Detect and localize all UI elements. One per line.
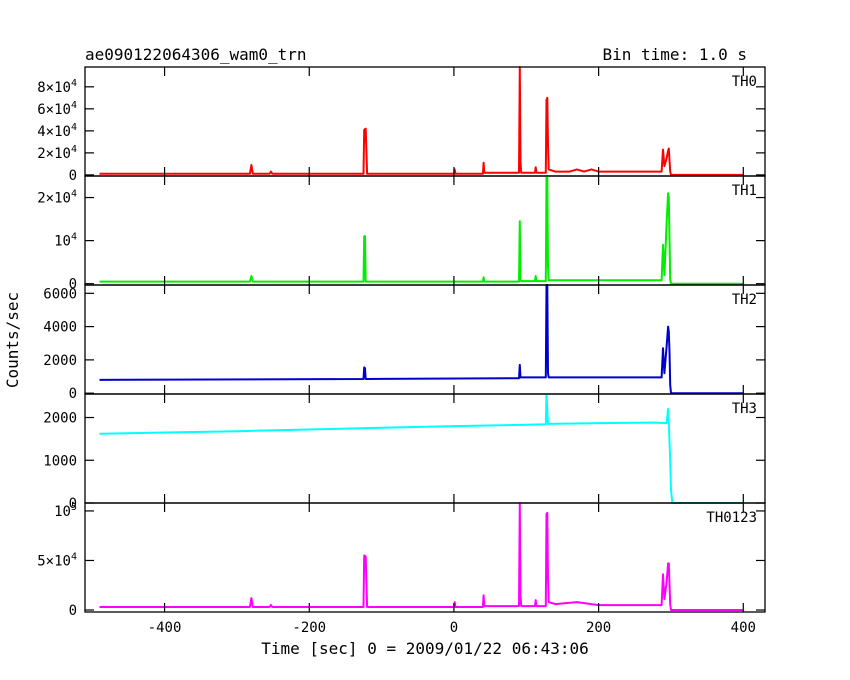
y-tick-label: 105 [54,502,77,520]
y-tick-label: 104 [54,232,77,250]
panel-th2: TH2 0 2000 4000 6000 [43,284,766,402]
x-tick-label: 200 [586,620,611,636]
y-tick-label: 6000 [43,286,77,302]
x-tick-label: -400 [148,620,182,636]
chart-title: ae090122064306_wam0_trn [85,45,307,64]
series-line-th3 [99,393,744,504]
y-tick-label: 6×104 [37,100,77,118]
y-tick-label: 0 [69,277,77,293]
series-line-th0 [99,66,744,176]
panel-th3: TH3 0 1000 2000 [43,393,766,512]
series-line-th1 [99,175,744,285]
panel-label-th2: TH2 [732,292,757,308]
bin-time-label: Bin time: 1.0 s [603,45,748,64]
y-tick-label: 1000 [43,453,77,469]
panel-label-th3: TH3 [732,401,757,417]
y-tick-label: 8×104 [37,78,77,96]
y-tick-label: 4×104 [37,122,77,140]
panel-th1: TH1 0 104 2×104 [37,175,766,293]
y-tick-label: 2000 [43,353,77,369]
panel-label-th1: TH1 [732,183,757,199]
series-line-th2 [99,284,744,395]
y-tick-label: 2×104 [37,189,77,207]
y-tick-label: 2×104 [37,144,77,162]
y-tick-label: 0 [69,168,77,184]
x-tick-label: 400 [731,620,756,636]
x-tick-label: 0 [450,620,458,636]
x-tick-label: -200 [292,620,326,636]
y-tick-label: 0 [69,496,77,512]
panel-frame-th3 [84,393,766,504]
y-tick-label: 2000 [43,411,77,427]
series-line-th0123 [99,502,744,611]
y-axis-label: Counts/sec [3,292,22,388]
panel-th0: TH0 0 2×104 4×104 6×104 8×104 [37,66,766,184]
panel-th0123: TH0123 0 5×104 105 [37,502,766,619]
panel-label-th0: TH0 [732,74,757,90]
panel-label-th0123: TH0123 [706,510,757,526]
panels-group: TH0 0 2×104 4×104 6×104 8×104 TH1 0 104 2×104 TH2 0… [37,66,766,636]
y-tick-label: 5×104 [37,551,77,569]
y-tick-label: 4000 [43,320,77,336]
panel-frame-th0123 [84,502,766,613]
panel-frame-th2 [84,284,766,395]
y-tick-label: 0 [69,386,77,402]
y-tick-label: 0 [69,603,77,619]
x-axis-label: Time [sec] 0 = 2009/01/22 06:43:06 [261,639,589,658]
